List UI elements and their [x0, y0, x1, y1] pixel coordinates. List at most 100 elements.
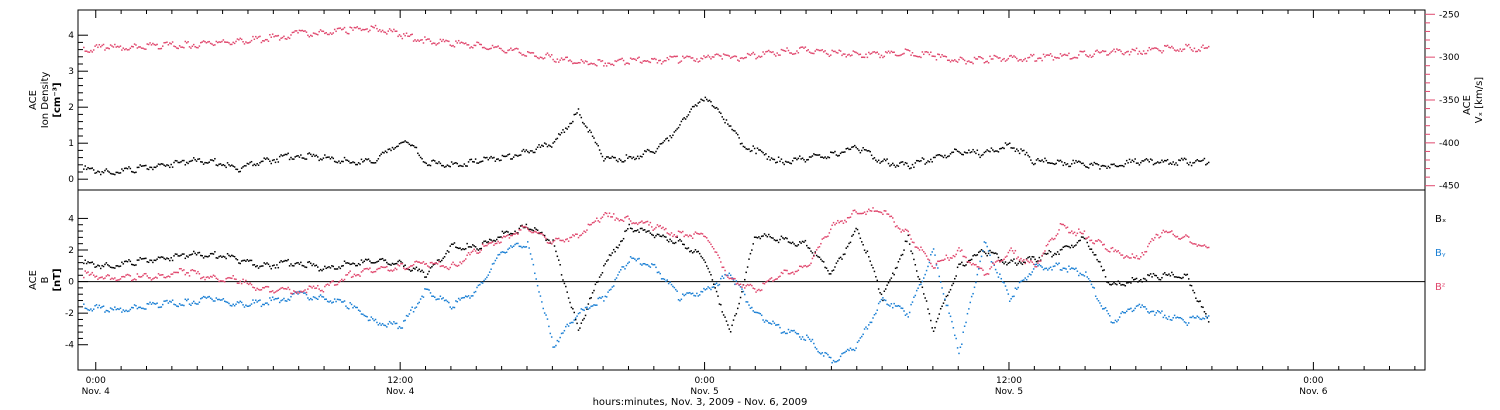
- data-point: [987, 252, 990, 255]
- data-point: [338, 160, 340, 162]
- data-point: [1062, 54, 1065, 56]
- data-point: [335, 268, 337, 270]
- data-point: [1166, 318, 1169, 320]
- data-point: [831, 224, 833, 227]
- data-point: [1092, 55, 1094, 58]
- data-point: [353, 26, 356, 29]
- data-point: [377, 30, 380, 32]
- data-point: [598, 221, 601, 223]
- data-point: [1161, 232, 1163, 234]
- data-point: [837, 360, 839, 362]
- data-point: [549, 241, 552, 243]
- data-point: [934, 267, 936, 269]
- data-point: [806, 244, 808, 247]
- data-point: [1197, 49, 1200, 51]
- data-point: [281, 261, 284, 263]
- data-point: [728, 272, 731, 275]
- data-point: [1058, 57, 1060, 59]
- data-point: [164, 165, 167, 167]
- data-point: [762, 319, 764, 321]
- data-point: [744, 293, 746, 296]
- data-point: [1179, 238, 1182, 240]
- data-point: [1065, 54, 1067, 56]
- data-point: [154, 259, 157, 262]
- data-point: [448, 251, 450, 253]
- data-point: [118, 46, 120, 48]
- data-point: [464, 295, 467, 297]
- data-point: [1097, 238, 1100, 241]
- data-point: [972, 62, 974, 65]
- data-point: [455, 246, 457, 248]
- data-point: [247, 163, 250, 165]
- data-point: [1045, 253, 1048, 255]
- data-point: [293, 292, 295, 295]
- data-point: [961, 57, 963, 59]
- data-point: [253, 302, 256, 304]
- data-point: [722, 53, 725, 55]
- data-point: [565, 238, 567, 241]
- data-point: [125, 309, 127, 312]
- data-point: [235, 40, 237, 43]
- data-point: [996, 56, 998, 58]
- data-point: [560, 131, 563, 134]
- data-point: [556, 137, 559, 140]
- data-point: [519, 245, 522, 248]
- data-point: [242, 278, 244, 281]
- data-point: [425, 162, 428, 165]
- data-point: [350, 276, 353, 279]
- data-point: [476, 248, 478, 250]
- data-point: [335, 161, 337, 163]
- data-point: [1035, 260, 1038, 263]
- data-point: [456, 265, 459, 267]
- data-point: [508, 237, 511, 239]
- data-point: [188, 275, 191, 277]
- data-point: [345, 305, 347, 307]
- data-point: [770, 157, 773, 159]
- data-point: [1082, 236, 1084, 238]
- data-point: [1186, 45, 1189, 47]
- data-point: [875, 312, 877, 315]
- data-point: [970, 258, 973, 261]
- data-point: [707, 267, 709, 270]
- data-point: [153, 166, 156, 169]
- left-y-tick-label: 2: [68, 103, 74, 113]
- data-point: [140, 307, 143, 310]
- data-point: [224, 41, 226, 43]
- data-point: [498, 159, 501, 162]
- data-point: [745, 271, 747, 274]
- data-point: [298, 292, 301, 294]
- data-point: [672, 134, 674, 137]
- data-point: [642, 263, 645, 265]
- data-point: [477, 41, 480, 44]
- data-point: [1169, 318, 1172, 321]
- data-point: [982, 250, 984, 252]
- data-point: [438, 161, 440, 163]
- data-point: [660, 142, 663, 145]
- data-point: [581, 308, 584, 311]
- data-point: [865, 326, 867, 328]
- data-point: [686, 115, 688, 118]
- data-point: [690, 108, 692, 110]
- data-point: [938, 275, 941, 278]
- data-point: [787, 328, 790, 331]
- data-point: [997, 256, 1000, 259]
- data-point: [224, 300, 226, 303]
- data-point: [555, 250, 557, 253]
- data-point: [107, 47, 109, 49]
- data-point: [259, 265, 261, 268]
- data-point: [608, 254, 611, 256]
- data-point: [866, 150, 869, 152]
- data-point: [253, 38, 256, 41]
- data-point: [562, 239, 564, 242]
- data-point: [586, 306, 588, 309]
- data-point: [539, 232, 542, 234]
- data-point: [214, 251, 216, 253]
- data-point: [90, 261, 92, 264]
- data-point: [887, 304, 890, 306]
- data-point: [1123, 165, 1125, 168]
- data-point: [1130, 51, 1132, 53]
- data-point: [562, 279, 564, 281]
- data-point: [295, 155, 298, 157]
- data-point: [969, 301, 972, 304]
